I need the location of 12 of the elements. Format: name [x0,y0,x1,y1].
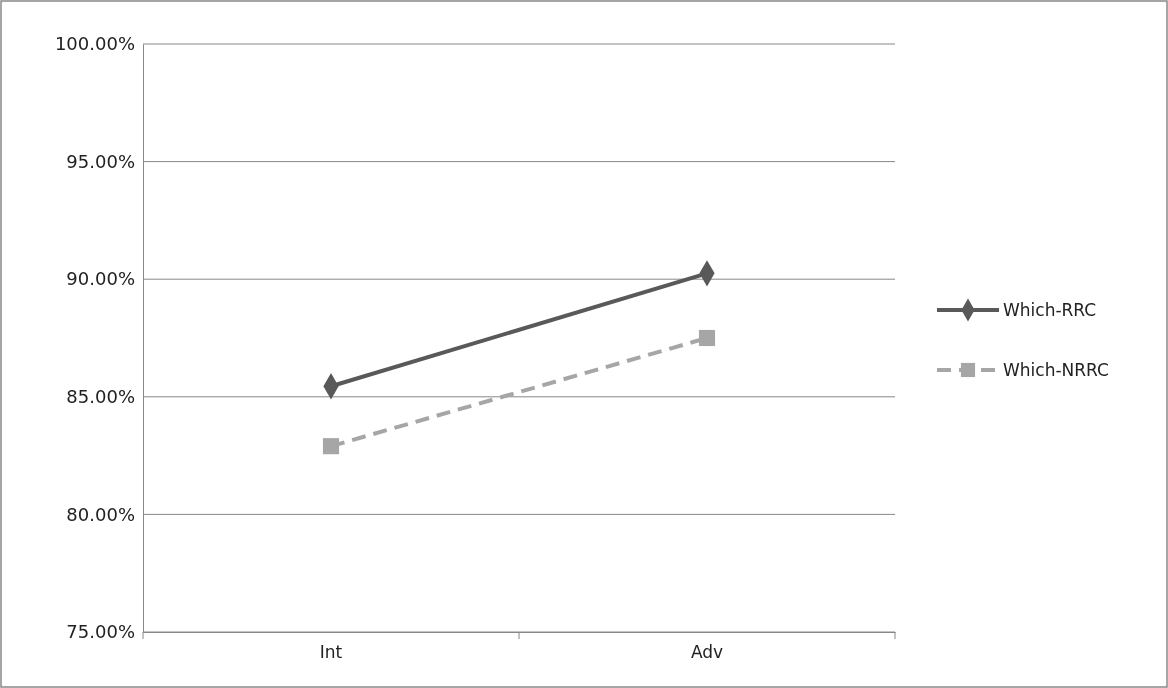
y-tick-label: 100.00% [54,33,135,55]
y-tick-label: 85.00% [66,386,135,408]
y-tick-label: 95.00% [66,150,135,172]
point [698,329,716,347]
legend-label: Which-NRRC [1003,360,1109,380]
y-tick-label: 80.00% [66,503,135,525]
legend-label: Which-RRC [1003,300,1097,320]
y-tick-label: 90.00% [66,268,135,290]
x-tick-label: Adv [690,642,724,663]
x-tick-label: Int [319,642,343,663]
point [322,438,340,455]
y-tick-label: 75.00% [66,621,135,643]
